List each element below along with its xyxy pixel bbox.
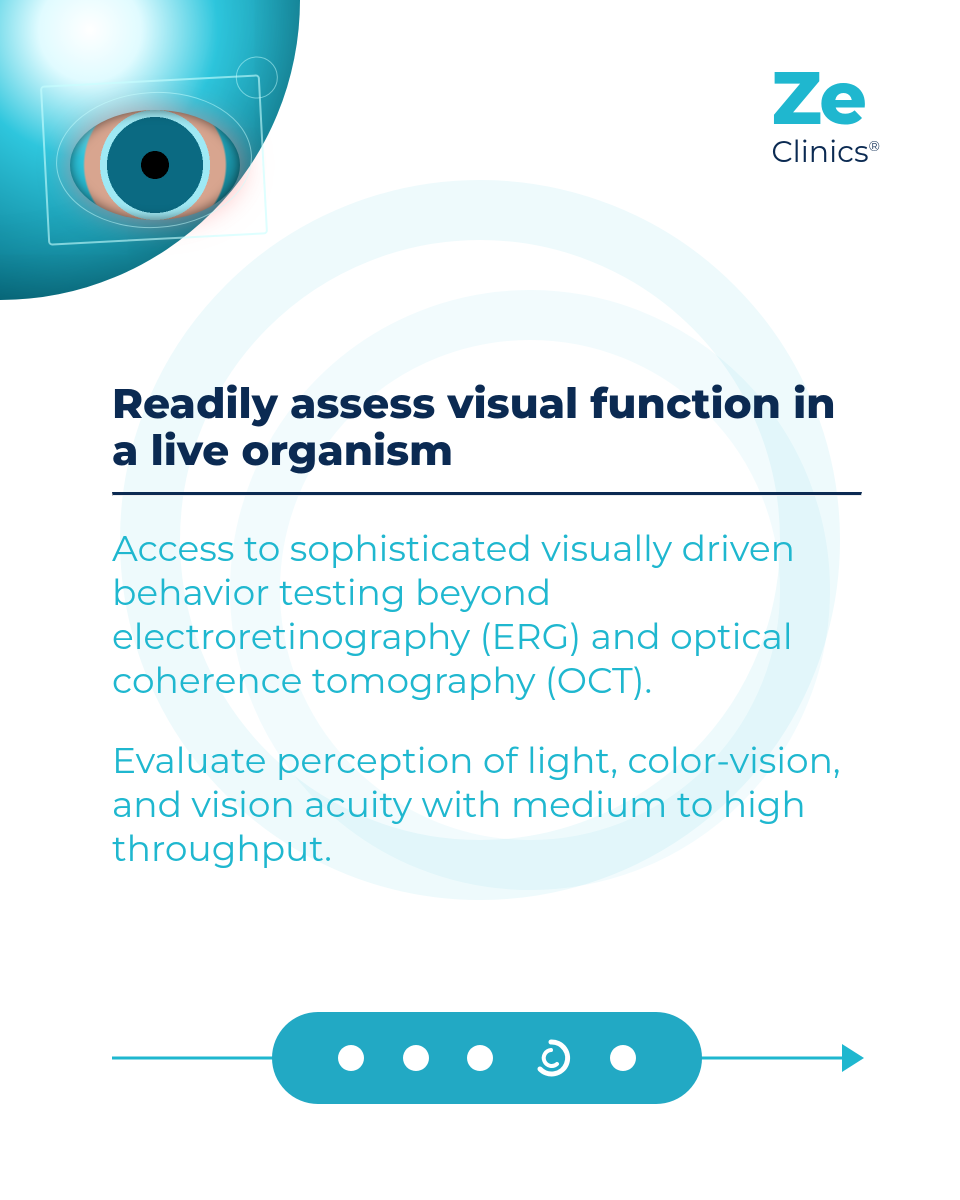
progress-dot[interactable] xyxy=(467,1045,493,1071)
paragraph-2: Evaluate perception of light, color-visi… xyxy=(112,740,862,872)
progress-dot-current[interactable] xyxy=(531,1038,571,1078)
arrow-head-icon xyxy=(842,1044,864,1072)
heading: Readily assess visual function in a live… xyxy=(112,380,862,474)
brand-logo: Ze Clinics® xyxy=(771,68,880,170)
progress-dot[interactable] xyxy=(338,1045,364,1071)
progress-pill xyxy=(272,1012,702,1104)
paragraph-1: Access to sophisticated visually driven … xyxy=(112,528,862,704)
logo-top-text: Ze xyxy=(771,68,880,127)
logo-bottom-text: Clinics® xyxy=(771,133,880,170)
hud-overlay xyxy=(40,74,268,245)
main-content: Readily assess visual function in a live… xyxy=(112,380,862,907)
progress-indicator xyxy=(112,1012,862,1104)
progress-dot[interactable] xyxy=(610,1045,636,1071)
heading-divider xyxy=(112,492,862,496)
hero-image-corner xyxy=(0,0,300,300)
progress-dot[interactable] xyxy=(403,1045,429,1071)
